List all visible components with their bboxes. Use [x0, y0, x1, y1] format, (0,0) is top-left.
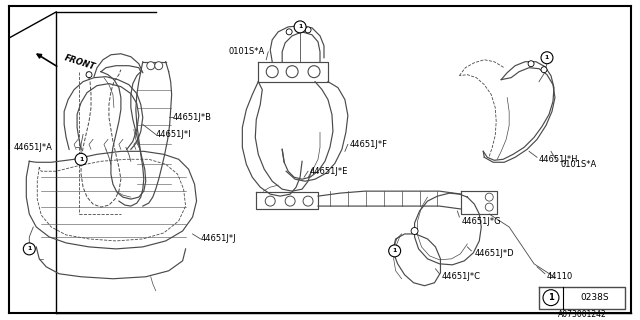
Text: 44651J*C: 44651J*C [442, 272, 481, 281]
Circle shape [411, 228, 418, 235]
Circle shape [23, 243, 35, 255]
Circle shape [541, 67, 547, 73]
Circle shape [541, 52, 553, 64]
Text: 1: 1 [298, 24, 302, 29]
Text: 44110: 44110 [547, 272, 573, 281]
Text: 44651J*E: 44651J*E [310, 167, 348, 176]
Text: FRONT: FRONT [63, 53, 97, 72]
Text: 1: 1 [548, 293, 554, 302]
Text: 44651J*A: 44651J*A [13, 143, 52, 152]
Circle shape [308, 66, 320, 78]
Circle shape [147, 62, 155, 70]
Circle shape [485, 193, 493, 201]
Text: 44651J*H: 44651J*H [539, 155, 579, 164]
Circle shape [388, 245, 401, 257]
Circle shape [305, 27, 311, 33]
Circle shape [266, 66, 278, 78]
Text: 1: 1 [79, 157, 83, 162]
Text: 44651J*J: 44651J*J [200, 235, 236, 244]
Circle shape [303, 196, 313, 206]
Text: A073001242: A073001242 [557, 310, 606, 319]
Text: 44651J*I: 44651J*I [156, 130, 191, 139]
Circle shape [286, 29, 292, 35]
Circle shape [286, 66, 298, 78]
Text: 0101S*A: 0101S*A [228, 47, 265, 56]
Circle shape [285, 196, 295, 206]
Circle shape [528, 61, 534, 67]
Text: 0101S*A: 0101S*A [561, 160, 597, 169]
Text: 44651J*G: 44651J*G [461, 217, 501, 226]
Text: 44651J*D: 44651J*D [474, 249, 514, 258]
Text: 44651J*B: 44651J*B [173, 113, 212, 122]
Circle shape [485, 203, 493, 211]
Text: 44651J*F: 44651J*F [350, 140, 388, 149]
Text: 0238S: 0238S [580, 293, 609, 302]
Circle shape [155, 62, 163, 70]
Text: 1: 1 [392, 248, 397, 253]
Circle shape [294, 21, 306, 33]
Circle shape [75, 153, 87, 165]
Circle shape [265, 196, 275, 206]
Text: 1: 1 [27, 246, 31, 252]
Circle shape [86, 72, 92, 78]
Text: 1: 1 [545, 55, 549, 60]
Circle shape [543, 290, 559, 306]
